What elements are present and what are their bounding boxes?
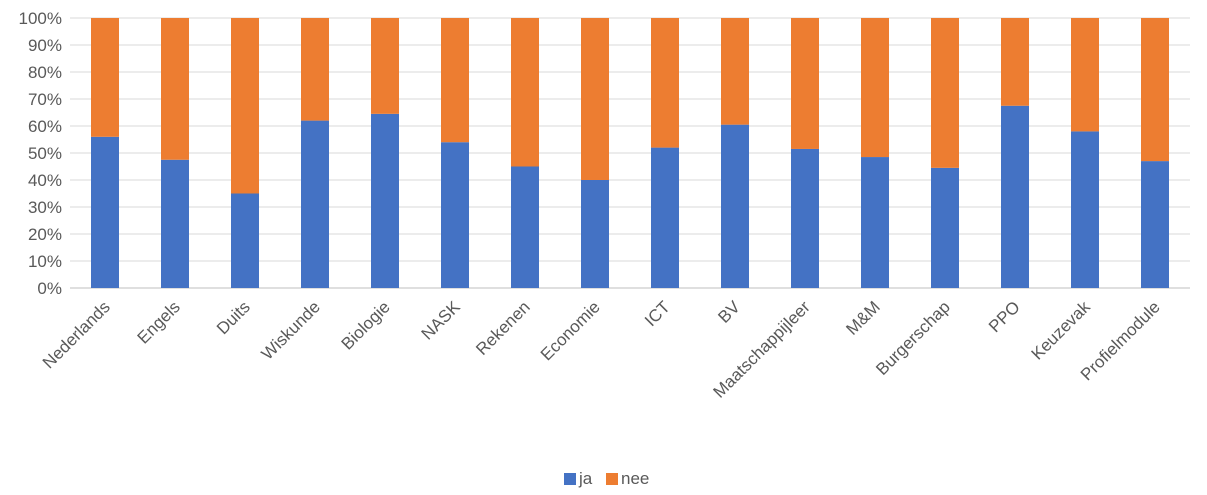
x-tick-label: Keuzevak <box>1028 297 1095 364</box>
bar-ja <box>231 193 259 288</box>
bar-nee <box>441 18 469 143</box>
y-tick-label: 70% <box>28 90 62 109</box>
x-tick-label: NASK <box>418 297 465 344</box>
x-tick-label: M&M <box>842 297 883 338</box>
y-tick-label: 20% <box>28 225 62 244</box>
bar-ja <box>91 136 119 288</box>
x-tick-label: Burgerschap <box>872 297 954 379</box>
legend-label-nee: nee <box>621 469 649 488</box>
x-tick-label: Rekenen <box>472 297 534 359</box>
bar-ja <box>1001 105 1029 288</box>
bar-ja <box>1071 131 1099 288</box>
x-tick-label: Engels <box>134 297 184 347</box>
bar-nee <box>581 18 609 180</box>
bar-nee <box>1071 18 1099 132</box>
x-tick-label: Duits <box>213 297 254 338</box>
bars <box>91 18 1169 289</box>
y-tick-label: 0% <box>37 279 62 298</box>
bar-nee <box>231 18 259 194</box>
x-axis: Nederlands Engels Duits Wiskunde Biologie NAS… <box>39 297 1164 402</box>
y-axis: 0% 10% 20% 30% 40% 50% 60% 70% 80% 90% 100% <box>19 9 62 298</box>
bar-ja <box>441 142 469 288</box>
bar-ja <box>931 167 959 288</box>
y-tick-label: 40% <box>28 171 62 190</box>
x-tick-label: PPO <box>985 297 1024 336</box>
bar-nee <box>721 18 749 125</box>
bar-nee <box>651 18 679 148</box>
legend-swatch-ja <box>564 473 576 485</box>
bar-nee <box>1141 18 1169 162</box>
y-tick-label: 90% <box>28 36 62 55</box>
legend: ja nee <box>564 469 649 488</box>
bar-ja <box>651 147 679 288</box>
y-tick-label: 100% <box>19 9 62 28</box>
legend-label-ja: ja <box>578 469 593 488</box>
bar-nee <box>861 18 889 158</box>
bar-nee <box>511 18 539 167</box>
bar-ja <box>1141 161 1169 288</box>
bar-ja <box>511 166 539 288</box>
y-tick-label: 30% <box>28 198 62 217</box>
x-tick-label: BV <box>714 297 744 327</box>
x-tick-label: Nederlands <box>39 297 114 372</box>
bar-nee <box>1001 18 1029 106</box>
legend-swatch-nee <box>606 473 618 485</box>
bar-ja <box>161 159 189 288</box>
bar-nee <box>91 18 119 137</box>
bar-nee <box>301 18 329 121</box>
x-tick-label: Economie <box>537 297 604 364</box>
bar-nee <box>791 18 819 149</box>
x-tick-label: Wiskunde <box>258 297 324 363</box>
bar-nee <box>161 18 189 160</box>
y-tick-label: 10% <box>28 252 62 271</box>
x-tick-label: Biologie <box>338 297 394 353</box>
x-tick-label: ICT <box>641 297 674 330</box>
bar-ja <box>301 120 329 288</box>
bar-nee <box>931 18 959 168</box>
bar-ja <box>791 148 819 288</box>
bar-ja <box>371 113 399 288</box>
bar-ja <box>861 157 889 288</box>
bar-nee <box>371 18 399 114</box>
y-tick-label: 50% <box>28 144 62 163</box>
bar-ja <box>581 180 609 288</box>
y-tick-label: 80% <box>28 63 62 82</box>
bar-ja <box>721 124 749 289</box>
y-tick-label: 60% <box>28 117 62 136</box>
